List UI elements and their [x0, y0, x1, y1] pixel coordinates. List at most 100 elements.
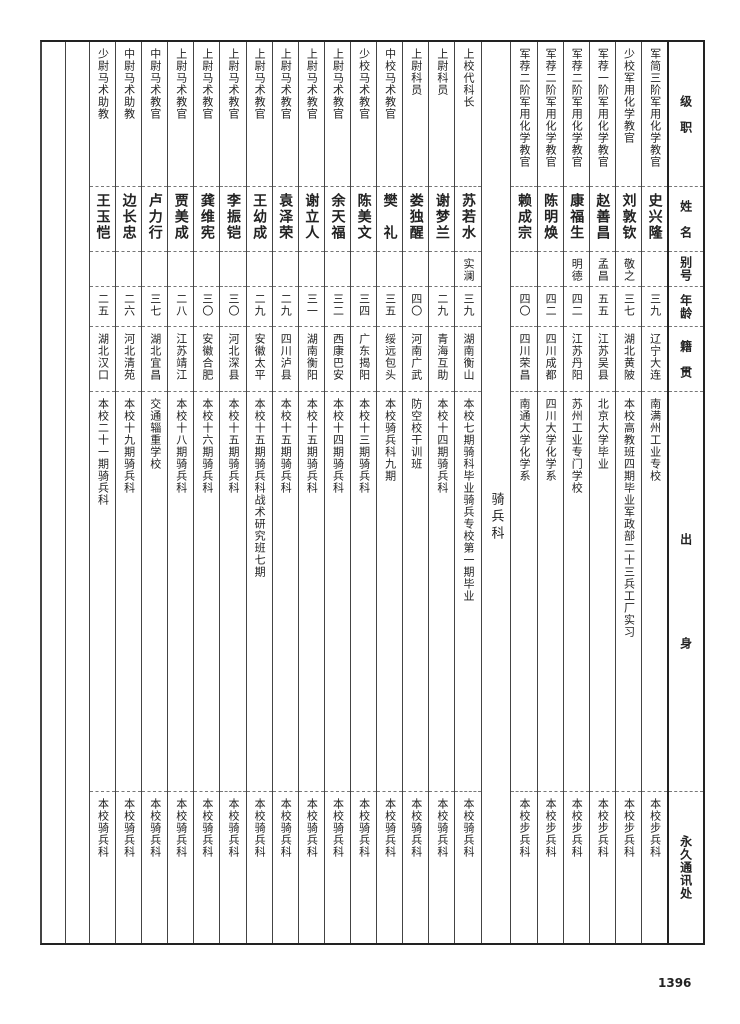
cell-native: 湖南衡阳 — [298, 327, 324, 392]
cell-age: 二五 — [89, 287, 116, 327]
cell-rank: 少尉马术助教 — [89, 42, 116, 187]
table-row: 上尉马术教官 李振铠 三〇 河北深县 本校十五期骑兵科 本校骑兵科 — [219, 42, 246, 943]
cell-rank: 上尉马术教官 — [194, 42, 220, 187]
cell-alias — [220, 252, 246, 287]
cell-rank: 军荐二阶军用化学教官 — [563, 42, 589, 187]
cell-rank: 上校代科长 — [455, 42, 481, 187]
cell-address: 本校骑兵科 — [435, 798, 449, 858]
cell-background: 本校十四期骑兵科 — [429, 392, 455, 792]
cell-alias — [168, 252, 194, 287]
cell-address: 本校骑兵科 — [305, 798, 319, 858]
cell-address: 本校骑兵科 — [383, 798, 397, 858]
cell-name: 苏若水 — [455, 187, 481, 252]
cell-background: 本校十八期骑兵科 — [168, 392, 194, 792]
cell-background: 本校十九期骑兵科 — [116, 392, 142, 792]
empty-column — [64, 42, 89, 943]
cell-name: 娄独醒 — [403, 187, 429, 252]
cell-background: 本校高教班四期毕业军政部二十三兵工厂实习 — [615, 392, 641, 792]
cell-native: 湖北黄陂 — [615, 327, 641, 392]
table-row: 军荐二阶军用化学教官 康福生 明德 四二 江苏丹阳 苏州工业专门学校 本校步兵科 — [562, 42, 589, 943]
cell-age: 四二 — [563, 287, 589, 327]
cell-age: 五五 — [589, 287, 615, 327]
cell-native: 湖南衡山 — [455, 327, 481, 392]
cell-rank: 中尉马术助教 — [116, 42, 142, 187]
cell-age: 二九 — [429, 287, 455, 327]
cell-native: 安徽太平 — [246, 327, 272, 392]
cell-age: 四〇 — [511, 287, 537, 327]
cell-name: 边长忠 — [116, 187, 142, 252]
cell-age: 二九 — [272, 287, 298, 327]
cell-background: 本校二十一期骑兵科 — [89, 392, 116, 792]
section-label: 骑 兵 科 — [488, 492, 504, 540]
cell-rank: 军荐一阶军用化学教官 — [589, 42, 615, 187]
cell-alias: 明德 — [563, 252, 589, 287]
cell-alias — [116, 252, 142, 287]
cell-native: 辽宁大连 — [642, 327, 668, 392]
cell-name: 赖成宗 — [511, 187, 537, 252]
cell-rank: 上尉马术教官 — [272, 42, 298, 187]
cell-rank: 少校马术教官 — [351, 42, 377, 187]
cell-rank: 上尉马术教官 — [324, 42, 350, 187]
table-row: 上尉科员 娄独醒 四〇 河南广武 防空校干训班 本校骑兵科 — [402, 42, 429, 943]
cell-native: 河北深县 — [220, 327, 246, 392]
cell-alias — [642, 252, 668, 287]
cell-address: 本校骑兵科 — [279, 798, 293, 858]
cell-age: 三七 — [142, 287, 168, 327]
table-row: 军荐二阶军用化学教官 陈明焕 四二 四川成都 四川大学化学系 本校步兵科 — [536, 42, 563, 943]
cell-address: 本校骑兵科 — [253, 798, 267, 858]
cell-address: 本校步兵科 — [596, 798, 610, 858]
header-age: 年龄 — [669, 287, 703, 327]
header-column: 级 职 姓 名 别号 年龄 籍 贯 出 身 永久通讯处 — [667, 42, 703, 943]
cell-native: 青海互助 — [429, 327, 455, 392]
cell-address: 本校步兵科 — [518, 798, 532, 858]
cell-address: 本校骑兵科 — [462, 798, 475, 858]
cell-background: 本校十五期骑兵科战术研究班七期 — [246, 392, 272, 792]
cell-native: 安徽合肥 — [194, 327, 220, 392]
cell-alias: 敬之 — [615, 252, 641, 287]
cell-rank: 军荐二阶军用化学教官 — [537, 42, 563, 187]
personnel-table: 级 职 姓 名 别号 年龄 籍 贯 出 身 永久通讯处 军简三阶军用化学教官 史兴… — [40, 40, 705, 945]
cell-address: 本校骑兵科 — [227, 798, 241, 858]
section-cavalry: 骑 兵 科 — [480, 42, 511, 943]
cell-address: 本校步兵科 — [622, 798, 636, 858]
cell-name: 陈明焕 — [537, 187, 563, 252]
cell-name: 樊 礼 — [377, 187, 403, 252]
cell-alias — [324, 252, 350, 287]
cell-background: 北京大学毕业 — [589, 392, 615, 792]
cell-age: 四二 — [537, 287, 563, 327]
cell-age: 三一 — [298, 287, 324, 327]
cell-age: 三〇 — [194, 287, 220, 327]
header-background: 出 身 — [669, 392, 703, 792]
cell-native: 江苏丹阳 — [563, 327, 589, 392]
cell-address: 本校步兵科 — [648, 798, 662, 858]
table-row: 中尉马术助教 边长忠 二六 河北清苑 本校十九期骑兵科 本校骑兵科 — [115, 42, 142, 943]
cell-alias — [89, 252, 116, 287]
cell-native: 湖北宜昌 — [142, 327, 168, 392]
cell-name: 谢梦兰 — [429, 187, 455, 252]
header-name: 姓 名 — [669, 187, 703, 252]
cell-address: 本校骑兵科 — [96, 798, 110, 858]
cell-alias — [142, 252, 168, 287]
cell-background: 本校十三期骑兵科 — [351, 392, 377, 792]
cell-alias: 孟昌 — [589, 252, 615, 287]
table-row: 上尉科员 谢梦兰 二九 青海互助 本校十四期骑兵科 本校骑兵科 — [428, 42, 455, 943]
cell-age: 二九 — [246, 287, 272, 327]
cell-name: 王幼成 — [246, 187, 272, 252]
cell-name: 史兴隆 — [642, 187, 668, 252]
cell-age: 二八 — [168, 287, 194, 327]
cell-alias — [429, 252, 455, 287]
cell-native: 绥远包头 — [377, 327, 403, 392]
cell-alias — [403, 252, 429, 287]
cell-name: 龚维宪 — [194, 187, 220, 252]
cell-name: 刘敦钦 — [615, 187, 641, 252]
table-row: 军荐一阶军用化学教官 赵善昌 孟昌 五五 江苏吴县 北京大学毕业 本校步兵科 — [588, 42, 615, 943]
table-row: 上尉马术教官 王幼成 二九 安徽太平 本校十五期骑兵科战术研究班七期 本校骑兵科 — [245, 42, 272, 943]
cell-alias — [194, 252, 220, 287]
table-row: 军荐二阶军用化学教官 赖成宗 四〇 四川荣昌 南通大学化学系 本校步兵科 — [510, 42, 537, 943]
cell-background: 本校七期骑科毕业骑兵专校第一期毕业 — [455, 392, 481, 792]
cell-background: 苏州工业专门学校 — [563, 392, 589, 792]
cell-address: 本校骑兵科 — [148, 798, 162, 858]
table-row: 中尉马术教官 卢力行 三七 湖北宜昌 交通辎重学校 本校骑兵科 — [141, 42, 168, 943]
header-address: 永久通讯处 — [678, 835, 693, 900]
header-rank: 级 职 — [669, 42, 703, 187]
